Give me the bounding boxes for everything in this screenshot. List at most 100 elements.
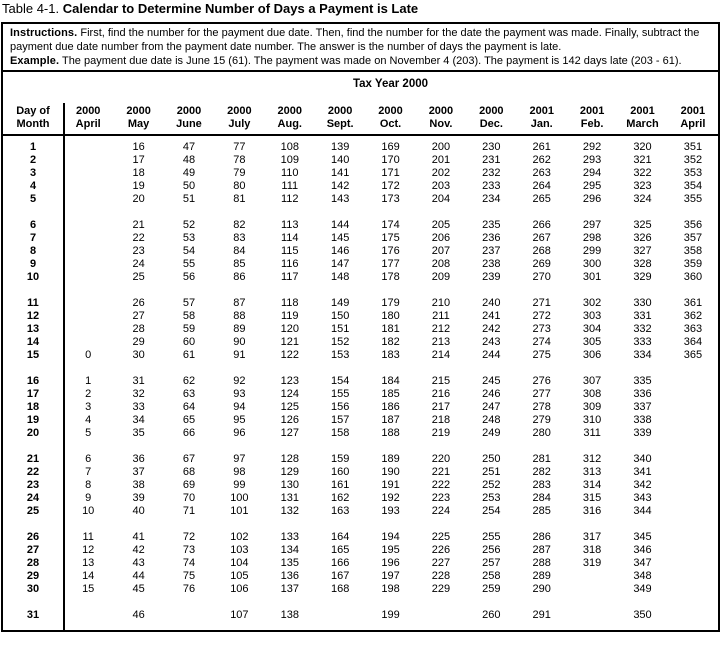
day-number-cell: 147 <box>330 258 350 270</box>
day-number-cell: 78 <box>233 154 246 166</box>
day-number-cell: 61 <box>182 349 196 361</box>
day-number-cell: 290 <box>532 583 551 595</box>
day-number-cell: 340 <box>633 453 652 465</box>
day-number-cell: 334 <box>633 349 652 361</box>
table-row-day-31: 31 46 107 138 199 260 291 350 <box>3 609 718 622</box>
day-number-cell: 218 <box>431 414 451 426</box>
day-number-cell: 159 <box>330 453 350 465</box>
row-group-1: 1 16 47 77 108 139 169 200 230 261 292 320 351 2 17 48 7… <box>3 141 718 206</box>
day-number-cell: 106 <box>230 583 249 595</box>
day-of-month-cell: 9 <box>29 258 37 270</box>
row-group-3: 11 26 57 87 118 149 179 210 240 271 302 330 361 12 27 5… <box>3 297 718 362</box>
day-number-cell: 283 <box>532 479 551 491</box>
day-number-cell <box>63 167 113 180</box>
row-values: 16 47 77 108 139 169 200 230 261 292 320 351 <box>63 141 718 154</box>
day-of-month-cell: 22 <box>26 466 40 478</box>
day-number-cell: 281 <box>532 453 551 465</box>
day-number-cell: 337 <box>633 401 652 413</box>
row-values: 28 59 89 120 151 181 212 242 273 304 332 363 <box>63 323 718 336</box>
day-number-cell: 311 <box>583 427 601 439</box>
day-number-cell: 234 <box>482 193 501 205</box>
col-header-month: Feb. <box>580 118 604 130</box>
day-number-cell: 351 <box>683 141 703 153</box>
day-number-cell: 174 <box>381 219 400 231</box>
day-number-cell: 49 <box>182 167 196 179</box>
day-number-cell: 50 <box>182 180 196 192</box>
day-number-cell: 196 <box>381 557 400 569</box>
day-number-cell: 95 <box>233 414 246 426</box>
table-row-day-21: 21 6 36 67 97 128 159 189 220 250 281 312 340 <box>3 453 718 466</box>
day-number-cell: 364 <box>683 336 703 348</box>
day-number-cell: 17 <box>132 154 145 166</box>
table-row-day-14: 14 29 60 90 121 152 182 213 243 274 305 333 364 <box>3 336 718 349</box>
day-number-cell: 318 <box>582 544 602 556</box>
col-header-month: Jan. <box>530 118 553 130</box>
day-number-cell: 62 <box>182 375 196 387</box>
day-number-cell: 13 <box>82 557 95 569</box>
day-number-cell: 330 <box>633 297 652 309</box>
day-number-cell: 15 <box>82 583 95 595</box>
col-header-2000-sept: 2000 Sept. <box>315 105 365 131</box>
day-number-cell: 246 <box>482 388 501 400</box>
col-header-month: March <box>626 118 659 130</box>
day-of-month-cell: 18 <box>26 401 40 413</box>
table-row-day-30: 30 15 45 76 106 137 168 198 229 259 290 349 <box>3 583 718 596</box>
day-number-cell: 79 <box>233 167 246 179</box>
day-number-cell: 73 <box>182 544 196 556</box>
day-number-cell: 185 <box>381 388 400 400</box>
row-values: 18 49 79 110 141 171 202 232 263 294 322 353 <box>63 167 718 180</box>
day-number-cell: 98 <box>233 466 246 478</box>
day-number-cell: 9 <box>85 492 92 504</box>
day-number-cell: 243 <box>482 336 501 348</box>
day-of-month-cell: 28 <box>26 557 40 569</box>
day-number-cell: 142 <box>330 180 350 192</box>
col-header-year: 2000 <box>176 105 202 117</box>
day-number-cell: 198 <box>381 583 400 595</box>
col-header-year: 2000 <box>327 105 353 117</box>
day-number-cell: 85 <box>233 258 246 270</box>
table-row-day-7: 7 22 53 83 114 145 175 206 236 267 298 326 357 <box>3 232 718 245</box>
row-values: 23 54 84 115 146 176 207 237 268 299 327 358 <box>63 245 718 258</box>
day-number-cell: 148 <box>330 271 350 283</box>
day-number-cell: 302 <box>582 297 602 309</box>
day-number-cell: 312 <box>582 453 602 465</box>
row-values: 17 48 78 109 140 170 201 231 262 293 321 352 <box>63 154 718 167</box>
day-number-cell: 144 <box>330 219 350 231</box>
day-number-cell: 229 <box>431 583 451 595</box>
day-number-cell: 206 <box>431 232 451 244</box>
day-number-cell: 103 <box>230 544 249 556</box>
day-number-cell: 212 <box>431 323 451 335</box>
day-number-cell <box>567 583 617 596</box>
day-number-cell: 221 <box>431 466 451 478</box>
day-number-cell: 296 <box>582 193 602 205</box>
row-group-5: 21 6 36 67 97 128 159 189 220 250 281 312 340 22 7 37 68… <box>3 453 718 518</box>
row-values: 22 53 83 114 145 175 206 236 267 298 326 357 <box>63 232 718 245</box>
day-number-cell: 231 <box>482 154 501 166</box>
day-number-cell: 114 <box>280 232 299 244</box>
row-values: 27 58 88 119 150 180 211 241 272 303 331 362 <box>63 310 718 323</box>
day-number-cell: 333 <box>633 336 652 348</box>
day-number-cell: 193 <box>381 505 400 517</box>
day-of-month-cell: 14 <box>26 336 40 348</box>
row-values: 5 35 66 96 127 158 188 219 249 280 311 339 <box>63 427 718 440</box>
day-number-cell: 86 <box>233 271 246 283</box>
day-number-cell: 341 <box>633 466 652 478</box>
table-row-day-16: 16 1 31 62 92 123 154 184 215 245 276 307 335 <box>3 375 718 388</box>
day-number-cell: 279 <box>532 414 551 426</box>
day-number-cell: 276 <box>532 375 551 387</box>
day-number-cell: 35 <box>132 427 145 439</box>
col-header-month: May <box>127 118 150 130</box>
day-number-cell: 41 <box>132 531 145 543</box>
day-of-month-cell: 31 <box>26 609 40 621</box>
day-number-cell: 120 <box>280 323 299 335</box>
day-number-cell: 181 <box>381 323 400 335</box>
table-row-day-9: 9 24 55 85 116 147 177 208 238 269 300 328 359 <box>3 258 718 271</box>
day-number-cell: 30 <box>132 349 145 361</box>
day-number-cell: 352 <box>683 154 703 166</box>
day-number-cell: 143 <box>330 193 350 205</box>
day-number-cell: 132 <box>280 505 299 517</box>
day-number-cell: 199 <box>381 609 400 621</box>
day-number-cell: 317 <box>582 531 602 543</box>
day-number-cell: 323 <box>633 180 652 192</box>
day-number-cell: 214 <box>431 349 451 361</box>
